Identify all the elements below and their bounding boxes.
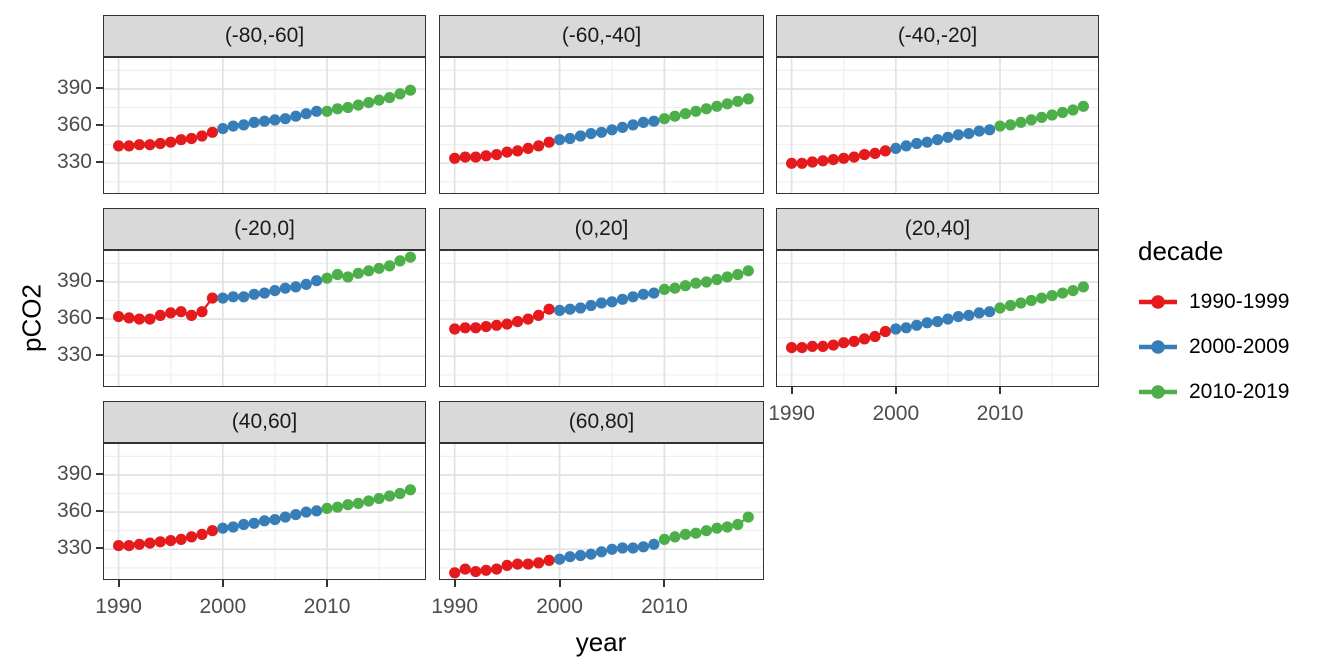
- legend-item-2010s: 2010-2019: [1138, 369, 1289, 414]
- series-2000-2009: [554, 287, 660, 316]
- series-1990-1999: [786, 145, 891, 169]
- facet-strip-label: (-80,-60]: [103, 15, 426, 57]
- x-axis-tick: [221, 580, 224, 587]
- y-axis-tick: [96, 510, 103, 513]
- facet-panel: [103, 443, 426, 580]
- facet-panel: [776, 250, 1099, 387]
- series-2000-2009: [217, 105, 323, 135]
- legend-item-2000s: 2000-2009: [1138, 324, 1289, 369]
- series-1990-1999: [786, 325, 891, 354]
- y-axis-tick-label: 390: [56, 75, 92, 99]
- y-axis-tick: [96, 279, 103, 282]
- y-axis-tick: [96, 547, 103, 550]
- facet-plot-area: [440, 444, 763, 579]
- x-axis-tick: [790, 387, 793, 394]
- x-axis-tick: [558, 580, 561, 587]
- x-axis-tick-label: 2010: [976, 402, 1024, 425]
- facet-plot-area: [440, 58, 763, 193]
- series-2010-2019: [321, 251, 416, 284]
- facet-panel: [439, 443, 764, 580]
- facet-plot-area: [777, 58, 1098, 193]
- legend-title: decade: [1138, 236, 1224, 266]
- facet-strip-label: (-20,0]: [103, 208, 426, 250]
- series-2010-2019: [658, 93, 754, 125]
- series-2010-2019: [321, 84, 416, 117]
- facet-plot-area: [104, 58, 425, 193]
- facet-panel: [439, 250, 764, 387]
- y-axis-tick-label: 330: [56, 536, 92, 560]
- legend-key-2010s-icon: [1139, 384, 1177, 399]
- series-2010-2019: [321, 484, 416, 514]
- facet-strip-label: (-60,-40]: [439, 15, 764, 57]
- facet-plot-area: [104, 444, 425, 579]
- x-axis-tick: [999, 387, 1002, 394]
- series-2000-2009: [554, 538, 660, 565]
- x-axis-tick: [326, 580, 329, 587]
- y-axis-tick-label: 330: [56, 343, 92, 367]
- y-axis-tick-label: 390: [56, 268, 92, 292]
- y-axis-tick: [96, 86, 103, 89]
- facet-plot-area: [440, 251, 763, 386]
- series-2000-2009: [890, 124, 996, 154]
- facet-strip-label: (40,60]: [103, 401, 426, 443]
- x-axis-tick-label: 1990: [431, 595, 479, 618]
- y-axis-tick-label: 330: [56, 150, 92, 174]
- y-axis-tick: [96, 354, 103, 357]
- y-axis-tick-label: 360: [56, 306, 92, 330]
- series-2000-2009: [554, 115, 660, 146]
- facet-panel: [439, 57, 764, 194]
- facet-strip-label: (20,40]: [776, 208, 1099, 250]
- facet-strip-label: (60,80]: [439, 401, 764, 443]
- legend-key-1990s-icon: [1139, 294, 1177, 309]
- series-2010-2019: [994, 281, 1089, 314]
- series-2010-2019: [658, 511, 754, 545]
- x-axis-tick-label: 2000: [199, 595, 247, 618]
- series-1990-1999: [449, 136, 555, 164]
- series-2000-2009: [217, 505, 323, 534]
- series-1990-1999: [113, 126, 218, 152]
- y-axis-tick: [96, 124, 103, 127]
- y-axis-tick: [96, 161, 103, 164]
- x-axis-tick-label: 1990: [768, 402, 815, 425]
- series-2000-2009: [217, 275, 323, 304]
- series-2000-2009: [890, 306, 996, 335]
- facet-panel: [776, 57, 1099, 194]
- series-2010-2019: [994, 100, 1089, 132]
- series-2010-2019: [658, 265, 754, 295]
- y-axis-tick-label: 360: [56, 499, 92, 523]
- legend: decade 1990-1999 2000-2009 2010-2019: [1138, 236, 1289, 414]
- y-axis-tick: [96, 472, 103, 475]
- y-axis-tick-label: 390: [56, 461, 92, 485]
- x-axis-tick-label: 2010: [641, 595, 688, 618]
- y-axis-tick: [96, 317, 103, 320]
- series-1990-1999: [113, 525, 218, 552]
- legend-label: 2010-2019: [1189, 379, 1290, 403]
- series-1990-1999: [449, 303, 555, 335]
- legend-label: 1990-1999: [1189, 289, 1290, 313]
- x-axis-tick-label: 2000: [872, 402, 920, 425]
- x-axis-tick: [117, 580, 120, 587]
- facet-panel: [103, 250, 426, 387]
- facet-strip-label: (-40,-20]: [776, 15, 1099, 57]
- x-axis-tick: [453, 580, 456, 587]
- legend-key-2000s-icon: [1139, 339, 1177, 354]
- legend-label: 2000-2009: [1189, 334, 1290, 358]
- y-axis-tick-label: 360: [56, 113, 92, 137]
- legend-item-1990s: 1990-1999: [1138, 279, 1289, 324]
- x-axis-tick-label: 2010: [303, 595, 351, 618]
- facet-strip-label: (0,20]: [439, 208, 764, 250]
- x-axis-tick: [663, 580, 666, 587]
- x-axis-tick-label: 2000: [536, 595, 583, 618]
- facet-panel: [103, 57, 426, 194]
- x-axis-title: year: [575, 627, 627, 657]
- series-1990-1999: [449, 554, 555, 579]
- facet-plot-area: [104, 251, 425, 386]
- series-1990-1999: [113, 292, 218, 325]
- facet-plot-area: [777, 251, 1098, 386]
- x-axis-tick: [894, 387, 897, 394]
- x-axis-tick-label: 1990: [95, 595, 142, 618]
